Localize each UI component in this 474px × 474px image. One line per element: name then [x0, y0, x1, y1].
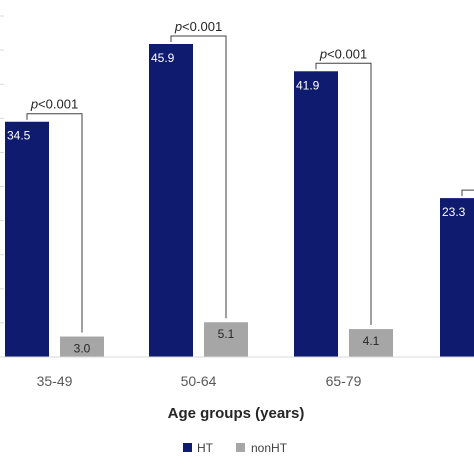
- x-tick-label: 35-49: [37, 373, 73, 389]
- bar-label-nonht: 5.1: [218, 327, 235, 341]
- p-value-bracket: [26, 113, 83, 333]
- x-tick-labels: 35-49 50-64 65-79: [37, 373, 362, 389]
- bar-nonht: [60, 336, 104, 357]
- bar-label-ht: 45.9: [151, 51, 175, 65]
- legend-label-ht: HT: [197, 441, 214, 455]
- bar-nonht: [349, 329, 393, 357]
- bars-layer: 34.5 3.0 45.9 5.1 41.9 4.1 23.3: [5, 44, 474, 358]
- x-axis-title: Age groups (years): [168, 405, 305, 422]
- bar-label-ht: 41.9: [296, 78, 320, 92]
- p-value-bracket: [315, 62, 372, 326]
- p-value-label: p<0.001: [174, 19, 222, 34]
- legend: HT nonHT: [183, 441, 288, 455]
- bar-ht: [294, 71, 338, 358]
- bar-label-nonht: 3.0: [74, 342, 91, 356]
- p-value-bracket: [461, 189, 474, 197]
- p-value-label: p<0.001: [30, 97, 78, 112]
- p-value-bracket: [170, 35, 227, 319]
- legend-swatch-ht: [183, 443, 192, 452]
- x-tick-label: 50-64: [181, 373, 217, 389]
- bar-label-ht: 34.5: [7, 129, 31, 143]
- bar-ht: [149, 44, 193, 357]
- bar-ht: [440, 198, 474, 357]
- y-axis-ticks: [0, 15, 4, 358]
- x-tick-label: 65-79: [326, 373, 362, 389]
- p-value-label: p<0.001: [319, 46, 367, 61]
- bar-label-nonht: 4.1: [363, 334, 380, 348]
- legend-swatch-nonht: [236, 443, 245, 452]
- bar-ht: [5, 121, 49, 358]
- legend-label-nonht: nonHT: [251, 441, 288, 455]
- bar-nonht: [204, 322, 248, 357]
- bar-label-ht: 23.3: [442, 205, 466, 219]
